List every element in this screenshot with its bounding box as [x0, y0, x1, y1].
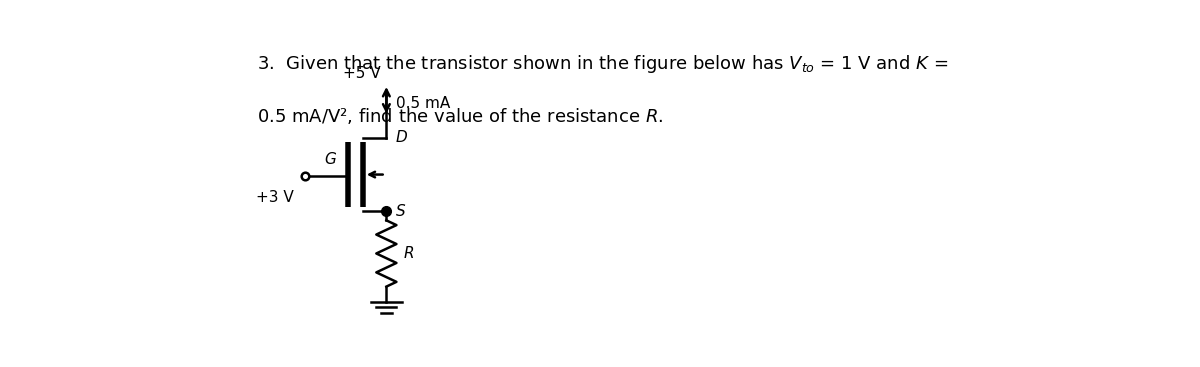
Text: +3 V: +3 V — [256, 190, 293, 204]
Text: D: D — [396, 131, 408, 145]
Text: S: S — [396, 204, 406, 219]
Text: R: R — [403, 246, 414, 261]
Text: G: G — [325, 152, 336, 167]
Text: 0.5 mA: 0.5 mA — [396, 96, 450, 111]
Text: 3.  Given that the transistor shown in the figure below has $V_{to}$ = 1 V and $: 3. Given that the transistor shown in th… — [257, 52, 948, 75]
Text: +5 V: +5 V — [342, 66, 380, 81]
Text: 0.5 mA/V², find the value of the resistance $R$.: 0.5 mA/V², find the value of the resista… — [257, 106, 664, 126]
